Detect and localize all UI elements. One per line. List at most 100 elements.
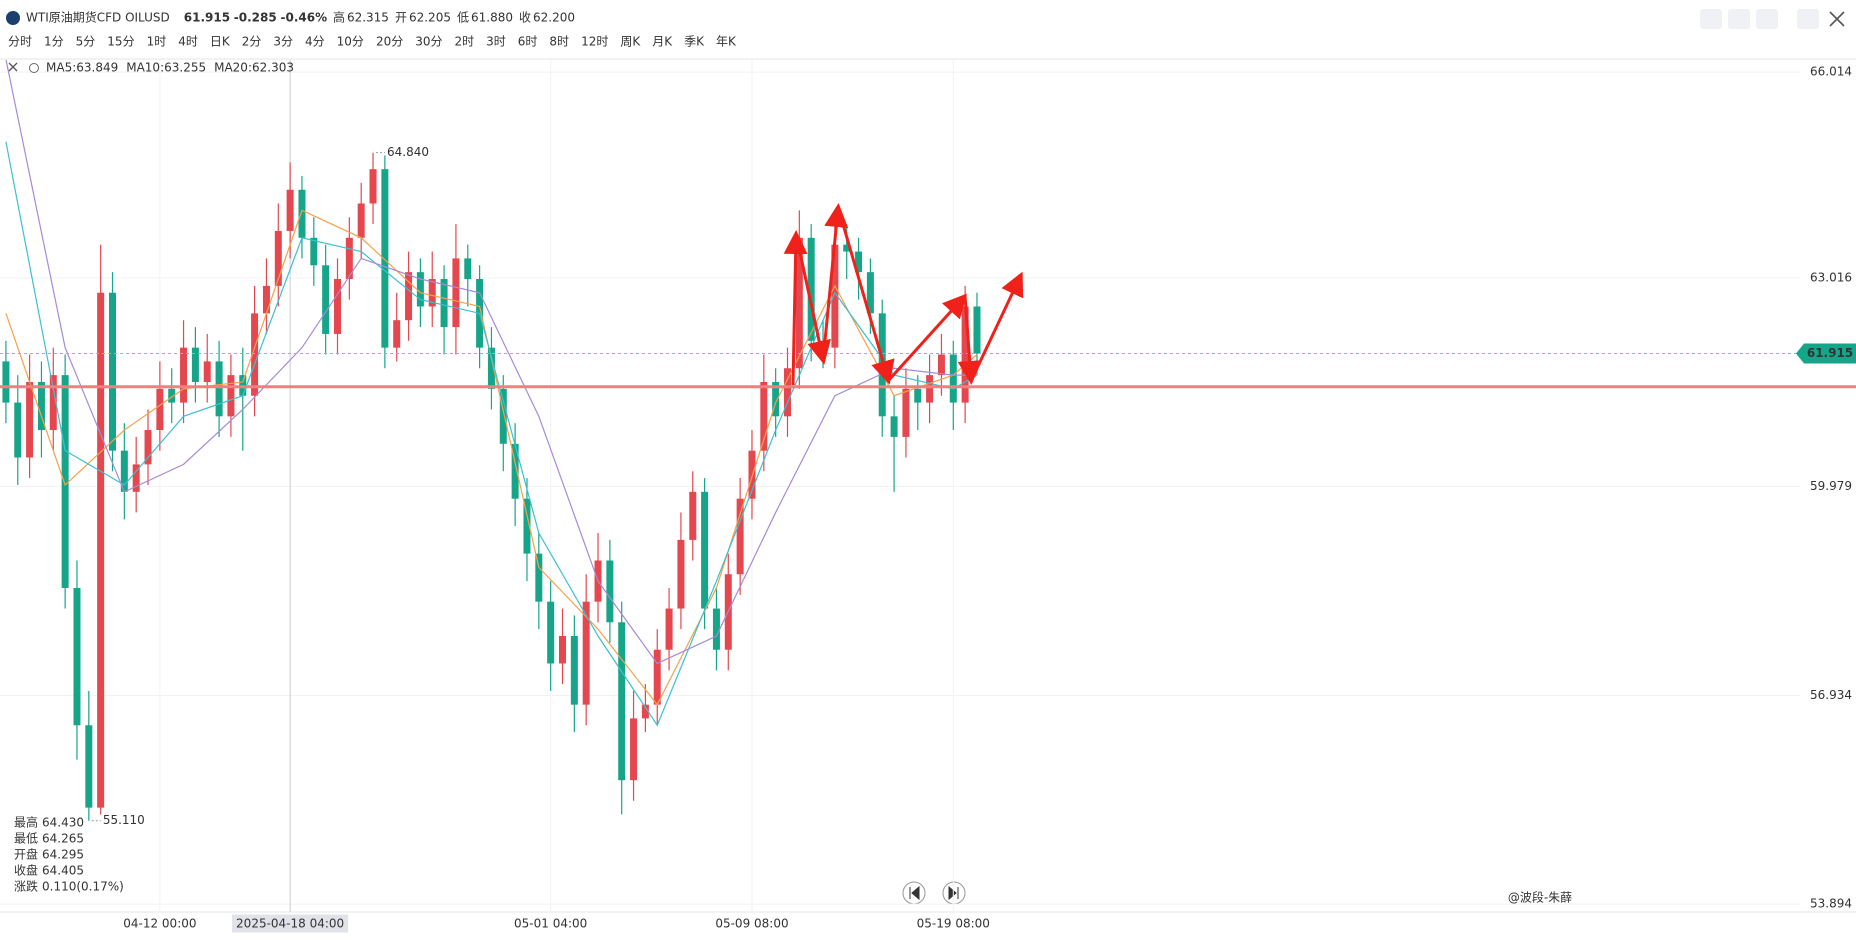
candle-body bbox=[630, 718, 638, 781]
candle-body bbox=[2, 361, 10, 403]
arrow bbox=[886, 293, 968, 383]
candle-body bbox=[334, 279, 341, 334]
timeframe-tab[interactable]: 年K bbox=[716, 35, 737, 49]
timeframe-tab[interactable]: 30分 bbox=[415, 35, 442, 49]
x-tick-label: 05-09 08:00 bbox=[715, 917, 788, 931]
candle-body bbox=[570, 636, 578, 705]
toolbar-icons bbox=[1700, 9, 1845, 29]
tool-button[interactable] bbox=[1728, 9, 1750, 29]
timeframe-tab[interactable]: 季K bbox=[684, 35, 705, 49]
info-label: 开盘 bbox=[14, 847, 38, 862]
candle-body bbox=[937, 354, 945, 376]
candle-body bbox=[274, 230, 282, 286]
candle-body bbox=[712, 608, 720, 650]
candle-body bbox=[559, 636, 566, 664]
crosshair-label: 2025-04-18 04:00 bbox=[236, 917, 344, 931]
header-text: 62.205 bbox=[409, 11, 451, 25]
candle-body bbox=[120, 450, 128, 492]
candle-body bbox=[748, 450, 756, 499]
timeframe-tab[interactable]: 3分 bbox=[273, 35, 293, 49]
candle-body bbox=[831, 244, 839, 348]
candle-body bbox=[298, 189, 306, 238]
candle-body bbox=[286, 189, 294, 231]
timeframe-tab[interactable]: 4分 bbox=[305, 35, 325, 49]
timeframe-tab[interactable]: 12时 bbox=[581, 35, 608, 49]
info-value: 64.265 bbox=[42, 832, 84, 846]
timeframe-tab[interactable]: 日K bbox=[210, 35, 231, 49]
timeframe-tab[interactable]: 5分 bbox=[76, 35, 96, 49]
header-text: 收 bbox=[519, 11, 531, 25]
candle-body bbox=[902, 388, 910, 437]
candle-body bbox=[795, 237, 803, 369]
x-tick-label: 05-01 04:00 bbox=[514, 917, 587, 931]
candle-body bbox=[191, 347, 199, 382]
candle-body bbox=[665, 608, 673, 650]
candle-body bbox=[701, 491, 709, 609]
candle-body bbox=[547, 601, 555, 664]
timeframe-tab[interactable]: 15分 bbox=[107, 35, 134, 49]
candle-body bbox=[227, 375, 235, 417]
candle-body bbox=[618, 622, 626, 781]
candle-body bbox=[156, 388, 164, 431]
candle-body bbox=[866, 272, 874, 314]
candle-body bbox=[168, 388, 176, 403]
candle-body bbox=[144, 430, 152, 465]
expand-button[interactable] bbox=[1797, 9, 1819, 29]
timeframe-tab[interactable]: 3时 bbox=[486, 35, 506, 49]
last-price-label: 61.915 bbox=[1807, 346, 1853, 360]
candle-body bbox=[582, 601, 590, 705]
info-value: 64.405 bbox=[42, 864, 84, 878]
y-tick-label: 59.979 bbox=[1810, 479, 1852, 493]
symbol-icon bbox=[6, 11, 20, 25]
close-button[interactable] bbox=[1829, 11, 1845, 27]
timeframe-tab[interactable]: 6时 bbox=[518, 35, 538, 49]
header-text: 61.880 bbox=[471, 11, 513, 25]
arrow bbox=[957, 295, 982, 385]
timeframe-tab[interactable]: 月K bbox=[652, 35, 673, 49]
candle-body bbox=[440, 279, 448, 328]
candle-body bbox=[914, 388, 922, 403]
candle-body bbox=[464, 258, 472, 280]
timeframe-tab[interactable]: 8时 bbox=[549, 35, 569, 49]
candle-body bbox=[215, 361, 223, 417]
crosshair-label-bg bbox=[232, 914, 349, 933]
candle-body bbox=[180, 347, 188, 403]
candle-body bbox=[890, 416, 898, 437]
tool-button[interactable] bbox=[1700, 9, 1722, 29]
timeframe-tab[interactable]: 4时 bbox=[178, 35, 198, 49]
timeframe-tab[interactable]: 10分 bbox=[337, 35, 364, 49]
candle-body bbox=[357, 203, 365, 238]
candle-body bbox=[641, 704, 649, 719]
candle-body bbox=[511, 443, 519, 499]
candle-body bbox=[85, 725, 93, 808]
candle-body bbox=[393, 320, 401, 348]
candle-body bbox=[251, 313, 259, 396]
timeframe-tab[interactable]: 2时 bbox=[455, 35, 475, 49]
watermark: @波段-朱薛 bbox=[1508, 890, 1572, 905]
timeframe-tab[interactable]: 2分 bbox=[242, 35, 262, 49]
candle-body bbox=[26, 381, 34, 458]
timeframe-tab[interactable]: 分时 bbox=[8, 35, 32, 49]
candle-body bbox=[203, 361, 211, 382]
timeframe-tab[interactable]: 1分 bbox=[44, 35, 64, 49]
info-value: 0.110(0.17%) bbox=[42, 880, 124, 894]
candle-body bbox=[760, 381, 768, 451]
candle-body bbox=[109, 292, 116, 451]
timeframe-tab[interactable]: 20分 bbox=[376, 35, 403, 49]
drawn-arrows bbox=[783, 203, 1024, 386]
legend-entry: MA5:63.849 bbox=[46, 61, 118, 75]
timeframe-tab[interactable]: 周K bbox=[620, 35, 641, 49]
header-text: 62.315 bbox=[347, 11, 389, 25]
tool-button[interactable] bbox=[1756, 9, 1778, 29]
legend-entry: MA20:62.303 bbox=[214, 61, 294, 75]
y-tick-label: 53.894 bbox=[1810, 897, 1852, 911]
candle-body bbox=[523, 498, 531, 554]
candle-body bbox=[14, 402, 22, 458]
header-text: WTI原油期货CFD OILUSD bbox=[26, 10, 170, 25]
timeframe-tab[interactable]: 1时 bbox=[147, 35, 167, 49]
y-tick-label: 63.016 bbox=[1810, 270, 1852, 284]
candle-body bbox=[132, 464, 140, 492]
x-tick-label: 05-19 08:00 bbox=[917, 917, 990, 931]
ma-line bbox=[5, 141, 978, 727]
candle-body bbox=[416, 272, 424, 307]
